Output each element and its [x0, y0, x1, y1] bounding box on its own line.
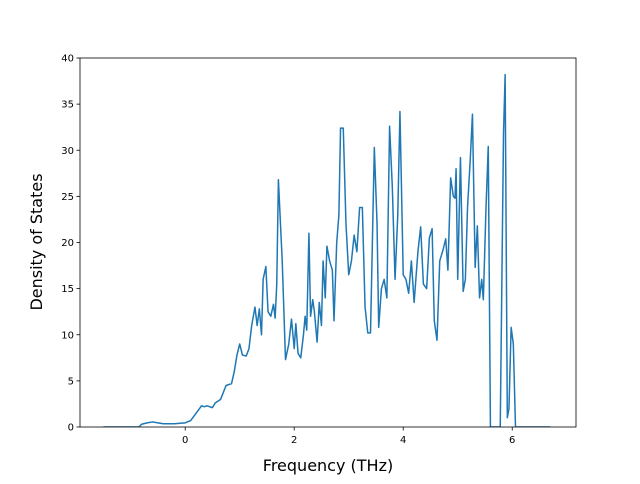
y-tick-label: 5 [68, 376, 74, 387]
line [103, 73, 551, 427]
x-tick-label: 4 [400, 435, 406, 446]
x-tick-label: 0 [182, 435, 188, 446]
y-tick-label: 35 [61, 100, 74, 111]
y-tick-label: 20 [61, 238, 74, 249]
y-tick-label: 30 [61, 146, 74, 157]
y-tick-label: 0 [68, 423, 74, 434]
y-tick-label: 15 [61, 284, 74, 295]
x-axis-label: Frequency (THz) [263, 456, 393, 475]
y-tick-label: 25 [61, 192, 74, 203]
y-tick-label: 10 [61, 330, 74, 341]
y-axis-label: Density of States [27, 173, 46, 310]
plot-frame [79, 57, 577, 428]
x-tick-label: 6 [509, 435, 515, 446]
x-tick-label: 2 [291, 435, 297, 446]
y-tick-label: 40 [61, 54, 74, 65]
